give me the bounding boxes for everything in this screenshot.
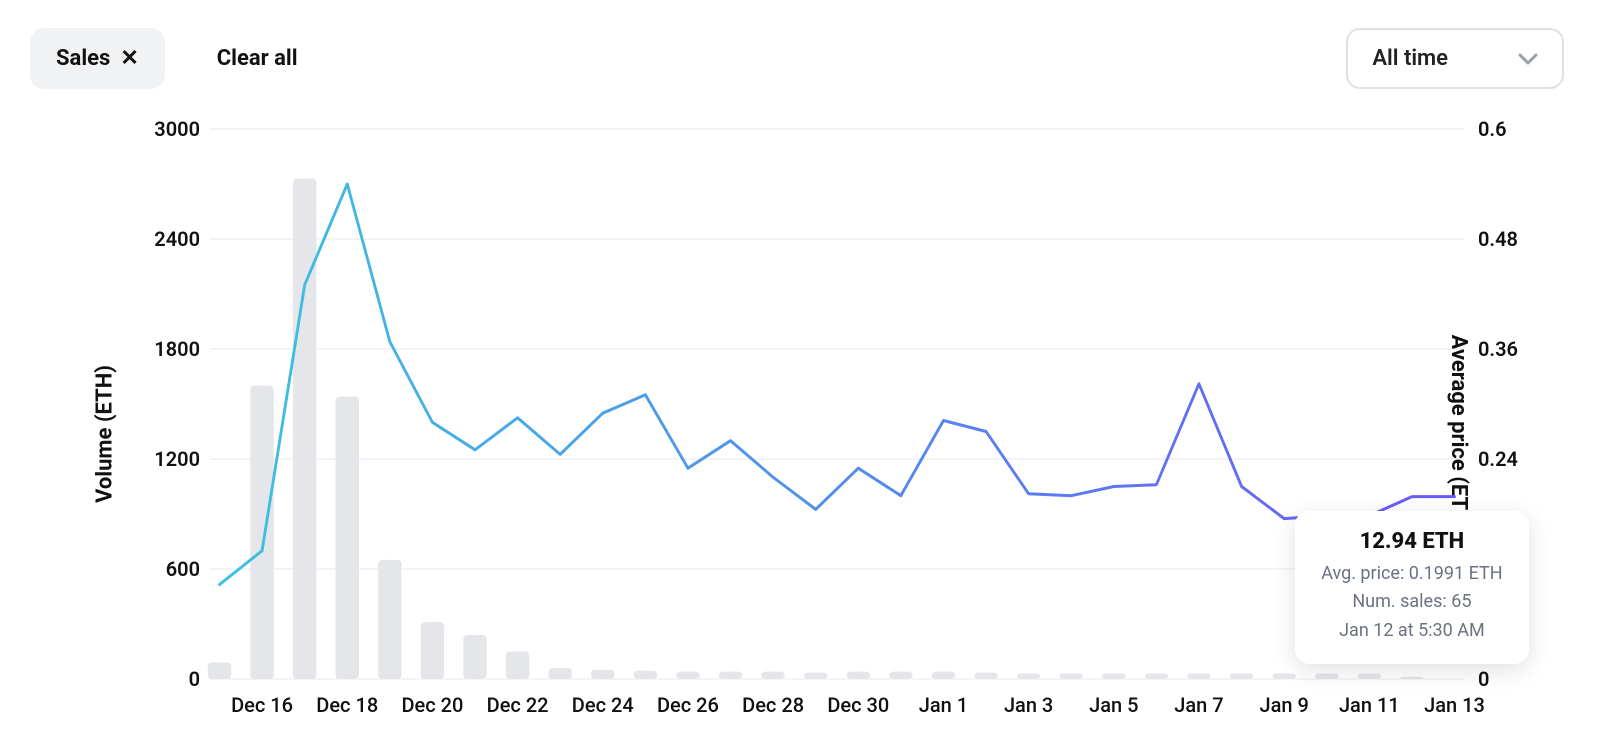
chart-tooltip: 12.94 ETH Avg. price: 0.1991 ETH Num. sa… bbox=[1295, 511, 1528, 664]
x-tick: Dec 18 bbox=[316, 693, 378, 717]
x-tick: Dec 20 bbox=[401, 693, 463, 717]
volume-bar bbox=[719, 672, 742, 679]
time-range-select[interactable]: All time bbox=[1346, 28, 1564, 89]
volume-bar bbox=[1272, 674, 1295, 680]
chart-panel: Sales ✕ Clear all All time Volume (ETH) … bbox=[0, 0, 1600, 753]
volume-bar bbox=[421, 622, 444, 679]
x-tick: Dec 30 bbox=[827, 693, 889, 717]
x-tick: Dec 16 bbox=[231, 693, 293, 717]
volume-bar bbox=[336, 397, 359, 679]
x-tick: Jan 7 bbox=[1174, 693, 1223, 717]
tooltip-num-sales: Num. sales: 65 bbox=[1321, 588, 1502, 617]
volume-bar bbox=[1230, 674, 1253, 680]
y-tick-left: 2400 bbox=[140, 227, 200, 251]
x-tick: Jan 5 bbox=[1089, 693, 1138, 717]
volume-bar bbox=[378, 560, 401, 679]
volume-bar bbox=[548, 668, 571, 679]
volume-bar bbox=[1060, 674, 1083, 680]
chart-svg bbox=[210, 129, 1464, 679]
y-tick-right: 0.48 bbox=[1478, 227, 1538, 251]
x-tick: Jan 11 bbox=[1339, 693, 1400, 717]
filter-toolbar: Sales ✕ Clear all All time bbox=[30, 28, 1564, 89]
tooltip-avg-price: Avg. price: 0.1991 ETH bbox=[1321, 560, 1502, 589]
chevron-down-icon bbox=[1518, 52, 1538, 66]
volume-bar bbox=[506, 652, 529, 680]
x-tick: Dec 24 bbox=[572, 693, 634, 717]
filter-chip-sales[interactable]: Sales ✕ bbox=[30, 28, 165, 89]
avg-price-line bbox=[220, 184, 1455, 585]
volume-bar bbox=[1400, 677, 1423, 679]
filter-chip-label: Sales bbox=[56, 46, 110, 71]
clear-all-button[interactable]: Clear all bbox=[217, 46, 298, 71]
y-tick-right: 0.6 bbox=[1478, 117, 1538, 141]
x-tick: Jan 1 bbox=[919, 693, 968, 717]
chart-area: Volume (ETH) Average price (ETH) 0600120… bbox=[30, 119, 1564, 749]
volume-bar bbox=[889, 672, 912, 679]
tooltip-title: 12.94 ETH bbox=[1321, 529, 1502, 554]
y-tick-right: 0 bbox=[1478, 667, 1538, 691]
volume-bar bbox=[591, 670, 614, 679]
tooltip-timestamp: Jan 12 at 5:30 AM bbox=[1321, 617, 1502, 646]
volume-bar bbox=[1187, 674, 1210, 680]
volume-bar bbox=[932, 672, 955, 679]
volume-bar bbox=[761, 672, 784, 679]
y-tick-left: 0 bbox=[140, 667, 200, 691]
volume-bar bbox=[293, 179, 316, 680]
volume-bar bbox=[634, 671, 657, 679]
volume-bar bbox=[463, 635, 486, 679]
x-tick: Dec 26 bbox=[657, 693, 719, 717]
x-tick: Dec 22 bbox=[487, 693, 549, 717]
volume-bar bbox=[1017, 674, 1040, 680]
y-tick-left: 3000 bbox=[140, 117, 200, 141]
volume-bar bbox=[1315, 674, 1338, 680]
y-tick-left: 600 bbox=[140, 557, 200, 581]
volume-bar bbox=[847, 672, 870, 679]
volume-bar bbox=[974, 673, 997, 679]
volume-bar bbox=[676, 672, 699, 679]
x-tick: Jan 13 bbox=[1424, 693, 1485, 717]
y-tick-right: 0.24 bbox=[1478, 447, 1538, 471]
x-tick: Dec 28 bbox=[742, 693, 804, 717]
time-range-value: All time bbox=[1372, 46, 1448, 71]
chart-plot[interactable] bbox=[210, 129, 1464, 679]
y-tick-right: 0.36 bbox=[1478, 337, 1538, 361]
volume-bar bbox=[208, 663, 231, 680]
x-tick: Jan 9 bbox=[1259, 693, 1308, 717]
y-axis-label-left: Volume (ETH) bbox=[93, 365, 118, 503]
x-tick: Jan 3 bbox=[1004, 693, 1053, 717]
close-icon[interactable]: ✕ bbox=[120, 48, 138, 70]
y-tick-left: 1200 bbox=[140, 447, 200, 471]
volume-bar bbox=[1102, 674, 1125, 680]
volume-bar bbox=[1358, 674, 1381, 680]
y-tick-left: 1800 bbox=[140, 337, 200, 361]
volume-bar bbox=[1145, 674, 1168, 680]
volume-bar bbox=[250, 386, 273, 679]
volume-bar bbox=[804, 673, 827, 679]
volume-bars bbox=[208, 179, 1424, 680]
